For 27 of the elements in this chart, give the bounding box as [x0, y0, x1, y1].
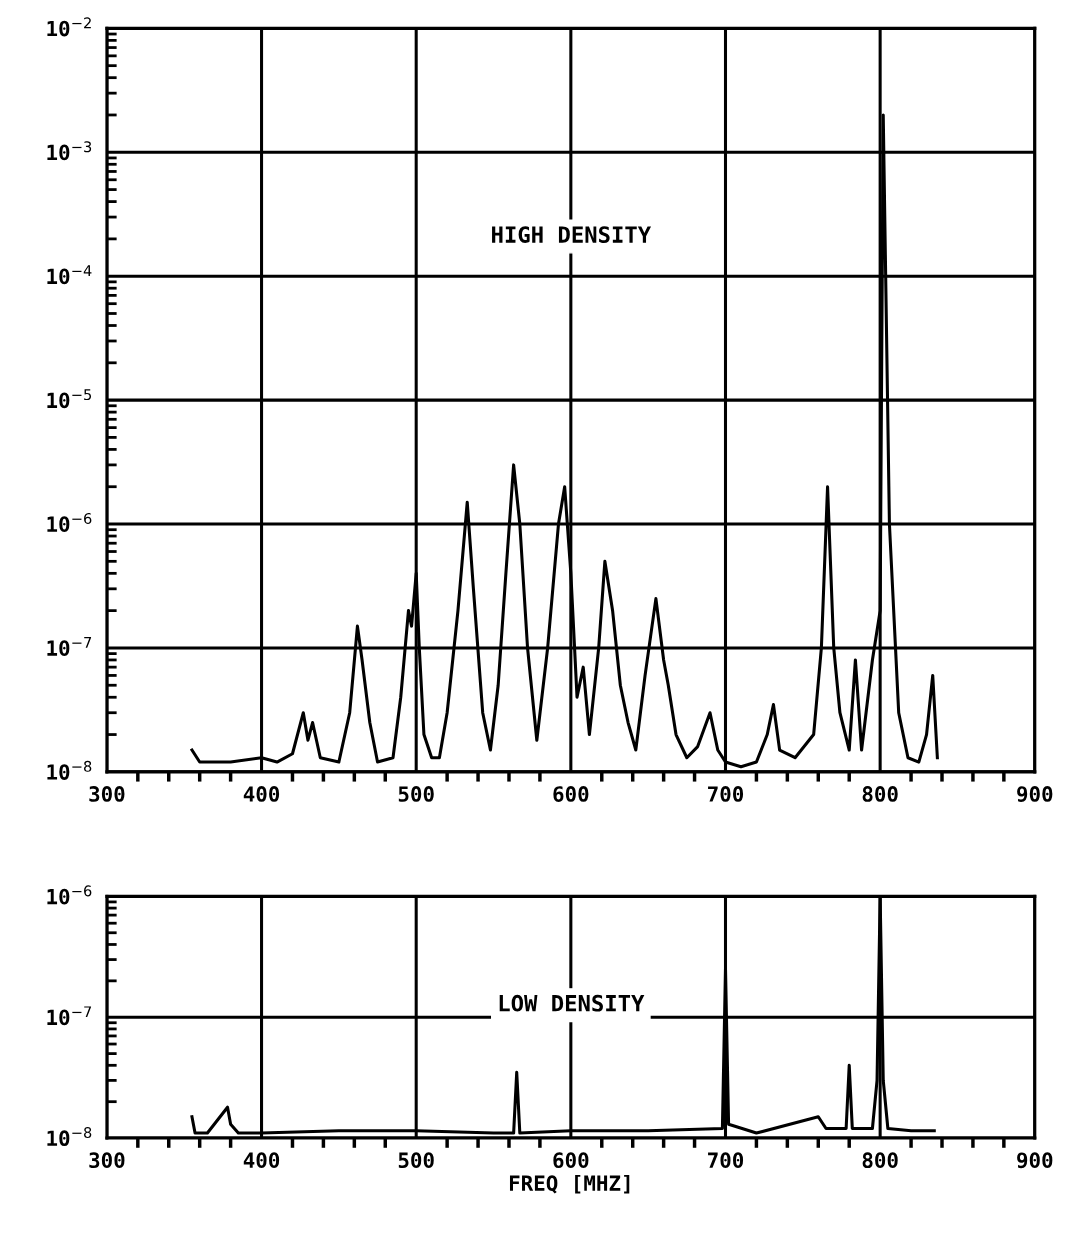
x-tick-label: 500: [398, 1152, 434, 1169]
y-tick-label: 10$^{−8}$: [47, 1127, 92, 1147]
x-tick-label: 900: [1017, 786, 1053, 802]
y-tick-label: 10$^{−8}$: [47, 760, 92, 780]
x-tick-label: 500: [398, 786, 434, 802]
y-tick-label: 10$^{−3}$: [47, 141, 92, 161]
x-axis-title: FREQ [MHZ]: [509, 1174, 630, 1194]
x-tick-label: 400: [243, 1152, 280, 1169]
x-tick-label: 800: [862, 786, 898, 802]
x-tick-label: 900: [1017, 1152, 1053, 1169]
y-tick-label: 10$^{−6}$: [47, 885, 92, 905]
y-tick-label: 10$^{−2}$: [47, 17, 91, 37]
x-tick-label: 300: [89, 1152, 125, 1169]
annotation: LOW DENSITY: [499, 994, 645, 1012]
x-tick-label: 800: [862, 1152, 898, 1169]
x-tick-label: 600: [553, 1152, 589, 1169]
x-tick-label: 600: [553, 786, 589, 802]
y-tick-label: 10$^{−7}$: [47, 1006, 92, 1026]
y-tick-label: 10$^{−5}$: [47, 389, 92, 409]
y-tick-label: 10$^{−7}$: [47, 637, 92, 657]
x-tick-label: 700: [708, 786, 744, 802]
y-tick-label: 10$^{−6}$: [47, 512, 92, 533]
x-tick-label: 700: [708, 1152, 744, 1169]
annotation: HIGH DENSITY: [492, 226, 652, 243]
x-tick-label: 300: [89, 786, 125, 802]
x-tick-label: 400: [243, 786, 280, 802]
y-tick-label: 10$^{−4}$: [47, 265, 92, 285]
